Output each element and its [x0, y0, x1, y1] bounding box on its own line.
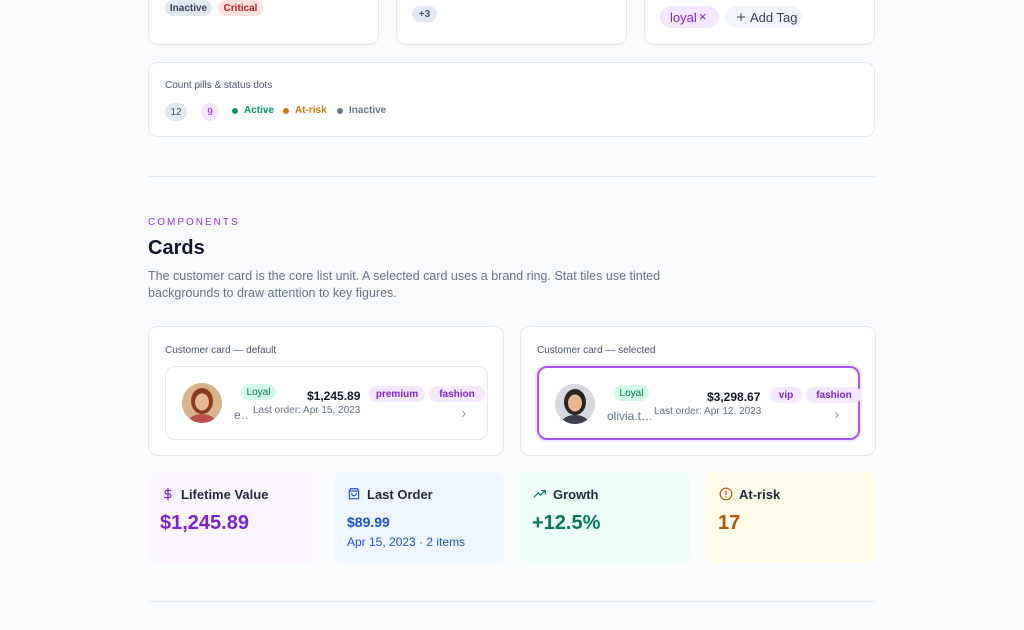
- add-tag-button[interactable]: Add Tag: [725, 6, 802, 28]
- status-pill: Loyal: [241, 384, 276, 400]
- avatar: [182, 383, 222, 423]
- tag-remove[interactable]: ×: [699, 9, 707, 24]
- avatar-image: [182, 383, 222, 423]
- stat-tile: Growth +12.5%: [520, 472, 690, 563]
- status-pill: Loyal: [614, 385, 649, 401]
- stat-icon: [719, 487, 733, 501]
- status-dot: [232, 108, 238, 114]
- stat-value: +12.5%: [532, 512, 601, 534]
- card: Count pills & status dots 12 9 Active At-ris…: [148, 62, 875, 137]
- chevron-icon-svg: [462, 411, 466, 417]
- avatar: [555, 384, 595, 424]
- count-pill: 9: [201, 103, 219, 121]
- tag-label: loyal: [670, 10, 697, 25]
- status-dot: [337, 108, 343, 114]
- divider: [148, 176, 875, 177]
- stat-label: Lifetime Value: [181, 487, 269, 502]
- tag-pill[interactable]: loyal ×: [660, 6, 719, 28]
- add-tag-label: Add Tag: [750, 10, 798, 25]
- chevron-icon: [832, 407, 842, 418]
- stat-icon-svg: [533, 489, 546, 498]
- status-dot: [283, 108, 289, 114]
- stat-icon-svg: [719, 487, 733, 501]
- stat-icon-svg: [348, 488, 360, 500]
- status-label: Inactive: [349, 105, 387, 116]
- card: Customer card — selected Loyal olivia.t… $3…: [520, 326, 876, 456]
- card-title: Count pills & status dots: [165, 80, 273, 91]
- plus-icon-svg: [737, 13, 745, 21]
- stat-value: $89.99: [347, 514, 390, 530]
- plus-icon: [735, 11, 747, 23]
- customer-card[interactable]: Loyal e… $1,245.89 Last order: Apr 15, 2023…: [165, 366, 488, 440]
- amount: $1,245.89: [307, 389, 361, 403]
- section-title: Cards: [148, 237, 205, 259]
- stat-icon-svg: [163, 487, 172, 501]
- stat-value: 17: [718, 512, 741, 534]
- customer-name: olivia.t…: [607, 409, 651, 423]
- eyebrow: COMPONENTS: [148, 217, 240, 228]
- stat-label: At-risk: [739, 487, 781, 502]
- tag-pill: fashion: [806, 387, 862, 403]
- customer-card[interactable]: Loyal olivia.t… $3,298.67 Last order: Apr 1…: [537, 366, 862, 440]
- tag-pill: premium: [369, 386, 425, 402]
- card-label: Customer card — default: [165, 345, 277, 356]
- status-label: Active: [244, 105, 275, 116]
- status-label: At-risk: [295, 105, 327, 116]
- stat-tile: Last Order $89.99 Apr 15, 2023 · 2 items: [334, 472, 504, 563]
- stat-detail: Apr 15, 2023 · 2 items: [347, 535, 466, 549]
- stat-tile: At-risk 17: [706, 472, 876, 563]
- stat-label: Growth: [553, 487, 599, 502]
- last-order: Last order: Apr 15, 2023: [253, 405, 361, 416]
- card: Customer card — defaultLoyale…$1,245.89L…: [148, 326, 504, 456]
- status-pill: Critical: [218, 0, 263, 16]
- avatar-image: [555, 384, 595, 424]
- stat-icon: [347, 487, 361, 501]
- status-pill: Inactive: [165, 0, 212, 16]
- customer-name: e…: [234, 408, 248, 422]
- divider: [148, 601, 875, 602]
- count-pill: 12: [165, 103, 187, 121]
- overflow-pill: +3: [412, 6, 437, 22]
- stat-value: $1,245.89: [160, 512, 249, 534]
- stat-icon: [533, 487, 547, 501]
- chevron-icon: [459, 406, 469, 417]
- tag-pill: vip: [770, 387, 802, 403]
- stat-icon: [161, 487, 175, 501]
- chevron-icon-svg: [835, 412, 839, 418]
- tag-pill: fashion: [429, 386, 485, 402]
- amount: $3,298.67: [707, 390, 761, 404]
- last-order: Last order: Apr 12, 2023: [654, 406, 762, 417]
- stat-label: Last Order: [367, 487, 433, 502]
- stat-tile: Lifetime Value $1,245.89: [148, 472, 318, 563]
- section-description: The customer card is the core list unit.…: [148, 269, 661, 300]
- card-label: Customer card — selected: [537, 345, 656, 356]
